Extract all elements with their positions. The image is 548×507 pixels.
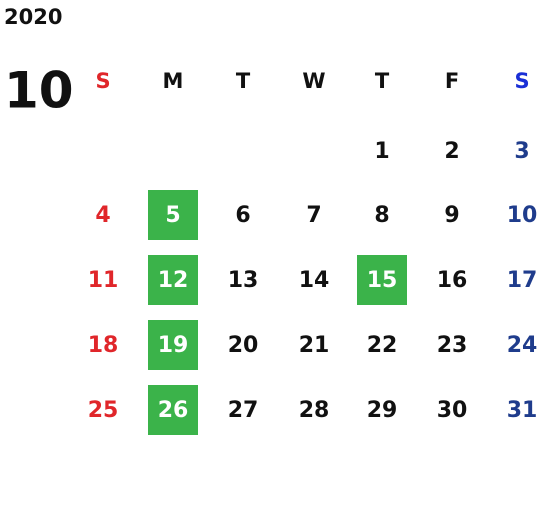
- day: 10: [507, 203, 538, 228]
- weekday-label: F: [445, 69, 459, 93]
- weekday-label: M: [163, 69, 184, 93]
- day: 13: [228, 268, 259, 293]
- day: 7: [306, 203, 321, 228]
- day: 26: [158, 398, 189, 423]
- day: 28: [299, 398, 330, 423]
- year: 2020: [4, 5, 62, 29]
- day: 27: [228, 398, 259, 423]
- highlight-box: [357, 255, 407, 305]
- day: 16: [437, 268, 468, 293]
- day: 29: [367, 398, 398, 423]
- day: 2: [444, 139, 459, 164]
- highlight-box: [148, 190, 198, 240]
- day: 23: [437, 333, 468, 358]
- day: 12: [158, 268, 189, 293]
- day: 19: [158, 333, 189, 358]
- weekday-label: S: [95, 69, 110, 93]
- month: 10: [4, 62, 74, 120]
- day: 31: [507, 398, 538, 423]
- highlight-box: [148, 255, 198, 305]
- day: 14: [299, 268, 330, 293]
- weekday-label: S: [514, 69, 529, 93]
- day: 18: [88, 333, 119, 358]
- day: 22: [367, 333, 398, 358]
- highlight-box: [148, 385, 198, 435]
- day: 5: [165, 203, 180, 228]
- weekday-label: T: [236, 69, 251, 93]
- day: 20: [228, 333, 259, 358]
- weekday-label: W: [302, 69, 325, 93]
- weekday-label: T: [375, 69, 390, 93]
- day: 11: [88, 268, 119, 293]
- day: 25: [88, 398, 119, 423]
- day: 24: [507, 333, 538, 358]
- day: 4: [95, 203, 110, 228]
- day: 9: [444, 203, 459, 228]
- day: 8: [374, 203, 389, 228]
- day: 3: [514, 139, 529, 164]
- day: 21: [299, 333, 330, 358]
- day: 30: [437, 398, 468, 423]
- highlight-box: [148, 320, 198, 370]
- day: 15: [367, 268, 398, 293]
- day: 6: [235, 203, 250, 228]
- day: 1: [374, 139, 389, 164]
- day: 17: [507, 268, 538, 293]
